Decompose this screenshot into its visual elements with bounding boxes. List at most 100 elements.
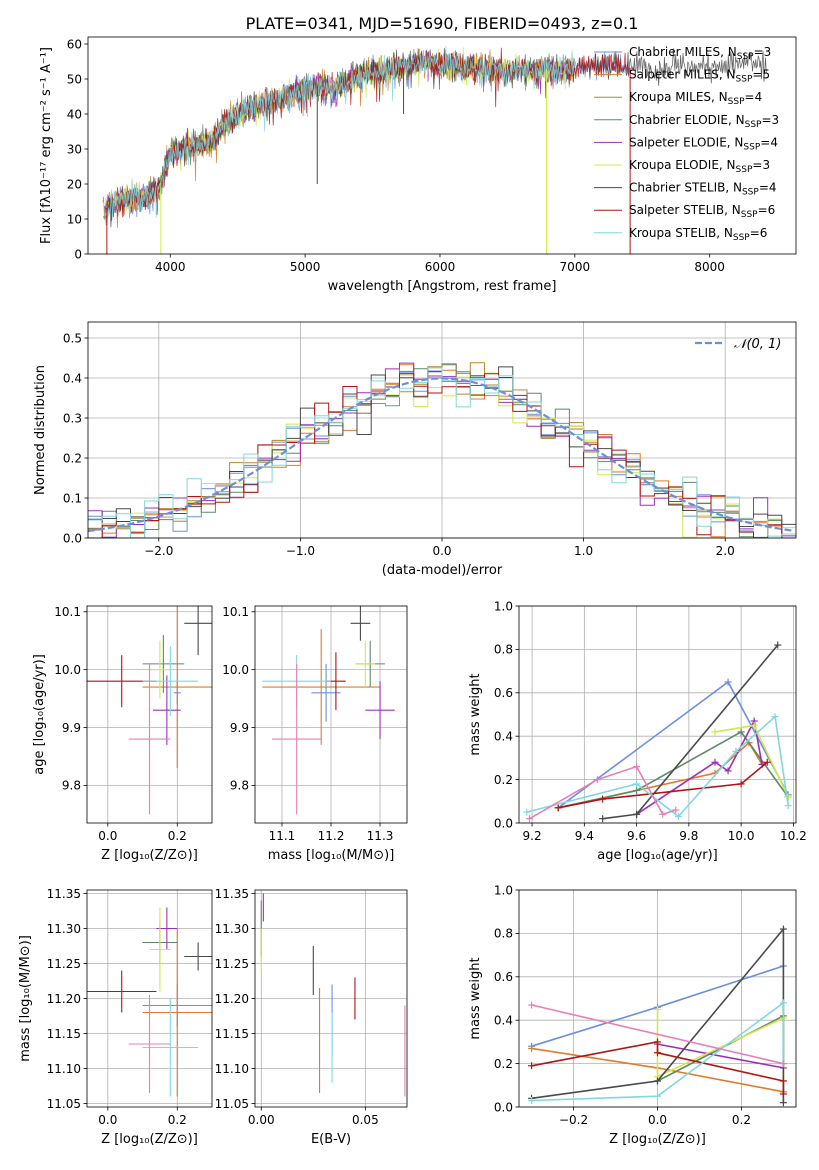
ticks: 0.0 0.2 9.8 9.9 10.0 10.1 <box>54 605 187 843</box>
series-marker <box>593 776 601 784</box>
errorbar-point <box>365 681 395 740</box>
series-marker <box>654 1077 661 1085</box>
plot-area <box>523 641 792 823</box>
series-marker <box>523 808 531 816</box>
series-marker <box>654 1049 661 1057</box>
legend-label: Chabrier ELODIE, NSSP=3 <box>629 113 779 130</box>
ticks: −0.2 0.0 0.2 0.0 0.2 0.4 0.6 0.8 1.0 <box>494 883 751 1127</box>
y-tick-label: 11.20 <box>215 992 249 1006</box>
series-marker <box>779 925 787 933</box>
y-tick-label: 0.5 <box>63 331 82 345</box>
y-tick-label: 9.8 <box>62 779 81 793</box>
legend-label-nssp: =4 <box>759 181 777 195</box>
x-tick-label: 0.0 <box>98 829 117 843</box>
x-axis-label: Z [log₁₀(Z/Z⊙)] <box>609 1132 706 1147</box>
x-axis-label: Z [log₁₀(Z/Z⊙)] <box>101 1132 198 1147</box>
x-tick-label: 7000 <box>560 260 591 274</box>
legend-label: Chabrier MILES, NSSP=3 <box>629 45 771 62</box>
y-tick-label: 11.15 <box>47 1027 81 1041</box>
series-marker <box>633 786 641 794</box>
series-marker <box>750 721 758 729</box>
series-marker <box>659 810 667 818</box>
errorbar-point <box>272 663 322 815</box>
series-marker <box>633 780 641 788</box>
spectrum-panel: 4000 5000 6000 7000 8000 0 10 20 30 40 50 60 wavelen… <box>39 36 797 294</box>
x-tick-label: 10.0 <box>728 829 755 843</box>
x-axis-label: Z [log₁₀(Z/Z⊙)] <box>101 848 198 863</box>
y-tick-label: 11.05 <box>215 1097 249 1111</box>
series-line-0 <box>557 680 789 809</box>
x-tick-label: 9.8 <box>679 829 698 843</box>
series-marker <box>674 812 682 820</box>
legend-label-subscript: SSP <box>741 210 758 220</box>
ticks: −2.0 −1.0 0.0 1.0 2.0 0.0 0.1 0.2 0.3 0.4 0.5 <box>63 331 735 558</box>
legend-label-subscript: SSP <box>743 142 760 152</box>
plot-area <box>88 362 796 538</box>
mass-vs-z-panel: 0.0 0.2 11.05 11.10 11.15 11.20 11.25 11.30 11.3… <box>18 887 213 1147</box>
y-tick-label: 60 <box>67 37 82 51</box>
y-tick-label: 11.30 <box>47 922 81 936</box>
errorbar-point <box>184 606 212 656</box>
series-marker <box>763 758 771 766</box>
x-tick-label: 8000 <box>694 260 725 274</box>
y-tick-label: 0.0 <box>494 816 513 830</box>
errorbar-point <box>149 640 171 699</box>
x-tick-label: 0.05 <box>352 1113 379 1127</box>
legend-label-subscript: SSP <box>745 120 762 130</box>
errorbar-point <box>350 606 371 641</box>
gaussian-curve <box>88 377 794 533</box>
x-tick-label: 10.2 <box>780 829 807 843</box>
y-tick-label: 0 <box>74 247 82 261</box>
x-tick-label: 11.3 <box>367 829 394 843</box>
y-tick-label: 0.0 <box>494 1100 513 1114</box>
y-tick-label: 11.35 <box>215 887 249 901</box>
errorbar-point <box>142 606 212 769</box>
errorbar-point <box>142 998 199 1097</box>
y-tick-label: 0.2 <box>494 773 513 787</box>
errorbar-point <box>262 629 381 745</box>
mass-weight-vs-z-panel: −0.2 0.0 0.2 0.0 0.2 0.4 0.6 0.8 1.0 Z [log₁₀(Z/Z… <box>468 883 797 1147</box>
series-marker <box>528 1062 536 1070</box>
axes-frame <box>254 605 408 824</box>
legend-label-nssp: =6 <box>758 203 776 217</box>
x-tick-label: 9.4 <box>575 829 594 843</box>
plot-area <box>528 925 787 1107</box>
x-tick-label: 0.0 <box>98 1113 117 1127</box>
series-marker <box>599 795 607 803</box>
series-line-7 <box>526 715 789 818</box>
spectrum-line-8 <box>105 45 575 219</box>
y-axis-label: mass [log₁₀(M/M⊙)] <box>18 935 33 1062</box>
axes-frame <box>254 889 408 1108</box>
series-marker <box>779 1090 787 1098</box>
legend-label-subscript: SSP <box>728 97 745 107</box>
series-marker <box>724 678 732 686</box>
residuals-panel: −2.0 −1.0 0.0 1.0 2.0 0.0 0.1 0.2 0.3 0.4 0.5 (data… <box>33 321 797 578</box>
legend-label-nssp: =4 <box>745 90 763 104</box>
series-marker <box>737 728 745 736</box>
age-vs-z-panel: 0.0 0.2 9.8 9.9 10.0 10.1 Z [log₁₀(Z/Z⊙)] age [… <box>32 605 213 863</box>
legend: Chabrier MILES, NSSP=3 Salpeter MILES, NS… <box>594 45 779 243</box>
errorbar-point <box>152 675 181 745</box>
legend-label-subscript: SSP <box>742 188 759 198</box>
x-tick-label: 0.0 <box>648 1113 667 1127</box>
series-marker <box>784 802 792 810</box>
x-tick-label: 4000 <box>155 260 186 274</box>
y-tick-label: 9.9 <box>230 721 249 735</box>
legend-label-nssp: =3 <box>754 45 772 59</box>
y-tick-label: 40 <box>67 107 82 121</box>
x-tick-label: 5000 <box>290 260 321 274</box>
x-tick-label: 11.2 <box>318 829 345 843</box>
legend-label: Salpeter STELIB, NSSP=6 <box>629 203 775 220</box>
series-marker <box>732 747 740 755</box>
legend-label: Salpeter MILES, NSSP=5 <box>629 68 770 85</box>
errorbar-point <box>142 646 199 716</box>
y-tick-label: 1.0 <box>494 599 513 613</box>
errorbar-point <box>184 942 212 971</box>
errorbar-point <box>128 663 171 815</box>
plot-area <box>260 893 406 1097</box>
mass-weight-vs-age-panel: 9.2 9.4 9.6 9.8 10.0 10.2 0.0 0.2 0.4 0.6 0.8 1.0 ag… <box>468 599 807 863</box>
series-marker <box>525 815 533 823</box>
series-line-3 <box>657 1043 784 1069</box>
legend-label-subscript: SSP <box>733 233 750 243</box>
y-tick-label: 11.20 <box>47 992 81 1006</box>
